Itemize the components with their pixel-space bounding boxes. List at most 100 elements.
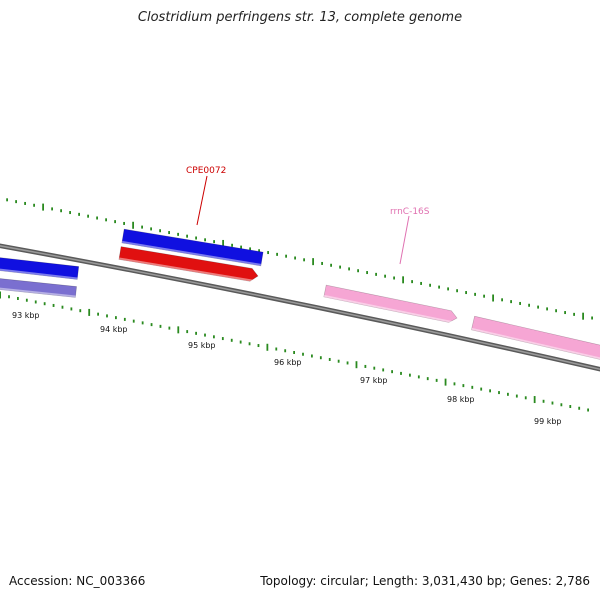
scale-tick — [52, 303, 55, 307]
scale-tick — [284, 349, 287, 353]
scale-tick — [17, 296, 19, 300]
scale-tick — [159, 324, 162, 328]
scale-tick — [141, 225, 143, 229]
cpe0072-gene — [118, 246, 259, 283]
rrnc-16s-rrna-shine — [323, 294, 457, 324]
genes-value: 2,786 — [555, 574, 590, 588]
scale-tick — [123, 221, 125, 225]
scale-tick — [267, 251, 269, 255]
inner-tick-row — [0, 291, 589, 412]
scale-tick — [321, 261, 323, 265]
scale-tick — [258, 249, 260, 253]
scale-tick — [141, 321, 144, 325]
scale-tick — [339, 265, 341, 269]
scale-label: 94 kbp — [100, 325, 128, 334]
scale-tick — [97, 312, 99, 316]
scale-tick — [249, 247, 251, 251]
genome-backbone-highlight — [0, 245, 600, 371]
rrnc-16s-leader — [399, 215, 410, 265]
scale-tick — [582, 312, 584, 320]
scale-tick — [393, 276, 395, 280]
scale-tick — [373, 366, 376, 370]
scale-tick — [435, 378, 438, 382]
scale-tick — [150, 227, 152, 231]
cds-forward-block-body — [121, 228, 264, 267]
scale-tick — [6, 198, 8, 202]
scale-label: 97 kbp — [360, 376, 388, 385]
scale-tick — [204, 238, 206, 242]
scale-tick — [417, 375, 420, 379]
scale-tick — [303, 258, 305, 262]
scale-tick — [276, 252, 278, 256]
scale-tick — [426, 377, 429, 381]
scale-tick — [366, 271, 368, 275]
scale-tick — [515, 394, 518, 398]
cds-forward-left — [0, 257, 80, 280]
scale-tick — [106, 314, 108, 318]
scale-tick — [319, 356, 322, 360]
scale-tick — [79, 309, 82, 313]
scale-tick — [328, 357, 331, 361]
scale-label: 96 kbp — [274, 358, 302, 367]
scale-tick — [519, 301, 521, 305]
scale-tick — [569, 405, 572, 409]
rrnc-16s-rrna — [323, 284, 458, 324]
scale-tick — [348, 267, 350, 271]
scale-tick — [447, 287, 449, 291]
scale-tick — [293, 351, 295, 354]
scale-tick — [375, 272, 377, 276]
scale-tick — [105, 218, 107, 222]
scale-tick — [357, 269, 359, 273]
cds-reverse-left-shine — [0, 287, 76, 298]
scale-tick — [498, 391, 500, 395]
scale-tick — [159, 229, 161, 233]
accession-info: Accession: NC_003366 — [9, 574, 145, 588]
scale-tick — [15, 200, 17, 204]
scale-tick — [444, 378, 447, 386]
scale-tick — [384, 274, 386, 278]
scale-tick — [510, 300, 512, 304]
scale-tick — [382, 368, 385, 372]
scale-tick — [168, 231, 170, 235]
scale-tick — [115, 316, 117, 320]
scale-tick — [195, 236, 197, 240]
scale-label: 99 kbp — [534, 417, 562, 426]
scale-tick — [168, 326, 171, 330]
scale-tick — [222, 239, 224, 247]
scale-tick — [560, 403, 563, 407]
scale-tick — [230, 338, 233, 342]
scale-tick — [578, 406, 581, 410]
cpe0072-gene-body — [118, 246, 259, 282]
scale-tick — [204, 333, 206, 337]
scale-tick — [537, 305, 539, 309]
scale-tick — [524, 396, 527, 400]
scale-tick — [114, 220, 116, 224]
cds-reverse-left — [0, 278, 77, 298]
scale-tick — [195, 331, 197, 335]
scale-tick — [312, 258, 314, 266]
scale-tick — [400, 371, 402, 375]
scale-tick — [285, 254, 287, 258]
cds-reverse-left-body — [0, 278, 77, 298]
scale-tick — [492, 294, 494, 302]
scale-tick — [248, 342, 251, 346]
scale-tick — [489, 389, 491, 393]
scale-tick — [542, 399, 545, 403]
scale-tick — [70, 307, 73, 311]
rrna-right-body — [471, 315, 600, 360]
topology-value: circular; — [320, 574, 369, 588]
scale-tick — [33, 203, 35, 207]
scale-tick — [60, 209, 62, 213]
genome-stats: Topology: circular; Length: 3,031,430 bp… — [260, 574, 590, 588]
cpe0072-gene-shine — [118, 257, 258, 283]
rrnc-16s-label: rrnC-16S — [390, 207, 430, 217]
scale-tick — [591, 316, 593, 320]
scale-tick — [42, 203, 44, 211]
scale-tick — [34, 300, 37, 304]
scale-tick — [78, 212, 80, 216]
scale-tick — [587, 408, 589, 412]
scale-tick — [275, 347, 278, 351]
scale-tick — [123, 317, 126, 321]
genes-label: Genes: — [509, 574, 552, 588]
accession-label: Accession: — [9, 574, 73, 588]
